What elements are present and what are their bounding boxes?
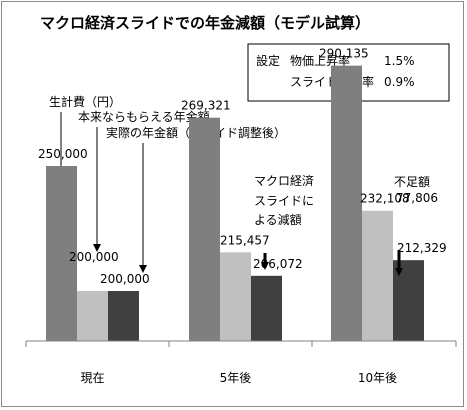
- bar-1-1: [220, 252, 251, 341]
- bar-2-0: [331, 65, 362, 341]
- category-label-2: 10年後: [358, 371, 397, 385]
- category-label-0: 現在: [80, 371, 104, 385]
- data-label-0-1: 200,000: [69, 250, 119, 264]
- setting-value-slide: 0.9%: [384, 75, 415, 89]
- settings-heading: 設定: [256, 53, 280, 68]
- series-name-living-cost: 生計費（円）: [49, 94, 121, 109]
- macro-slide-line-3: よる減額: [254, 212, 302, 227]
- data-label-1-1: 215,457: [220, 233, 270, 247]
- bar-0-0: [46, 166, 77, 341]
- data-label-0-2: 200,000: [100, 272, 150, 286]
- chart-title: マクロ経済スライドでの年金減額（モデル試算）: [40, 14, 370, 32]
- data-label-1-2: 206,072: [253, 257, 303, 271]
- category-label-1: 5年後: [220, 371, 252, 385]
- bar-0-1: [77, 291, 108, 341]
- bar-1-2: [251, 275, 282, 341]
- setting-value-inflation: 1.5%: [384, 54, 415, 68]
- bars: [46, 65, 424, 341]
- shortfall-value: 77,806: [396, 191, 438, 205]
- data-label-1-0: 269,321: [181, 99, 231, 113]
- bar-2-2: [393, 260, 424, 341]
- bar-1-0: [189, 117, 220, 341]
- bar-2-1: [362, 210, 393, 341]
- bar-0-2: [108, 291, 139, 341]
- data-label-2-1: 232,108: [360, 192, 410, 206]
- macro-slide-line-1: マクロ経済: [254, 173, 314, 188]
- shortfall-label: 不足額: [394, 175, 430, 189]
- data-label-0-0: 250,000: [38, 147, 88, 161]
- data-label-2-0: 290,135: [319, 47, 369, 61]
- data-label-2-2: 212,329: [397, 241, 447, 255]
- setting-label-inflation: 物価上昇率: [290, 53, 350, 68]
- macro-slide-line-2: スライドに: [254, 194, 314, 208]
- category-labels: 現在 5年後 10年後: [80, 371, 397, 385]
- series-name-original-pension: 本来ならもらえる年金額: [78, 109, 210, 124]
- value-labels: 250,000 200,000 200,000 269,321 215,457 206,0…: [38, 47, 447, 286]
